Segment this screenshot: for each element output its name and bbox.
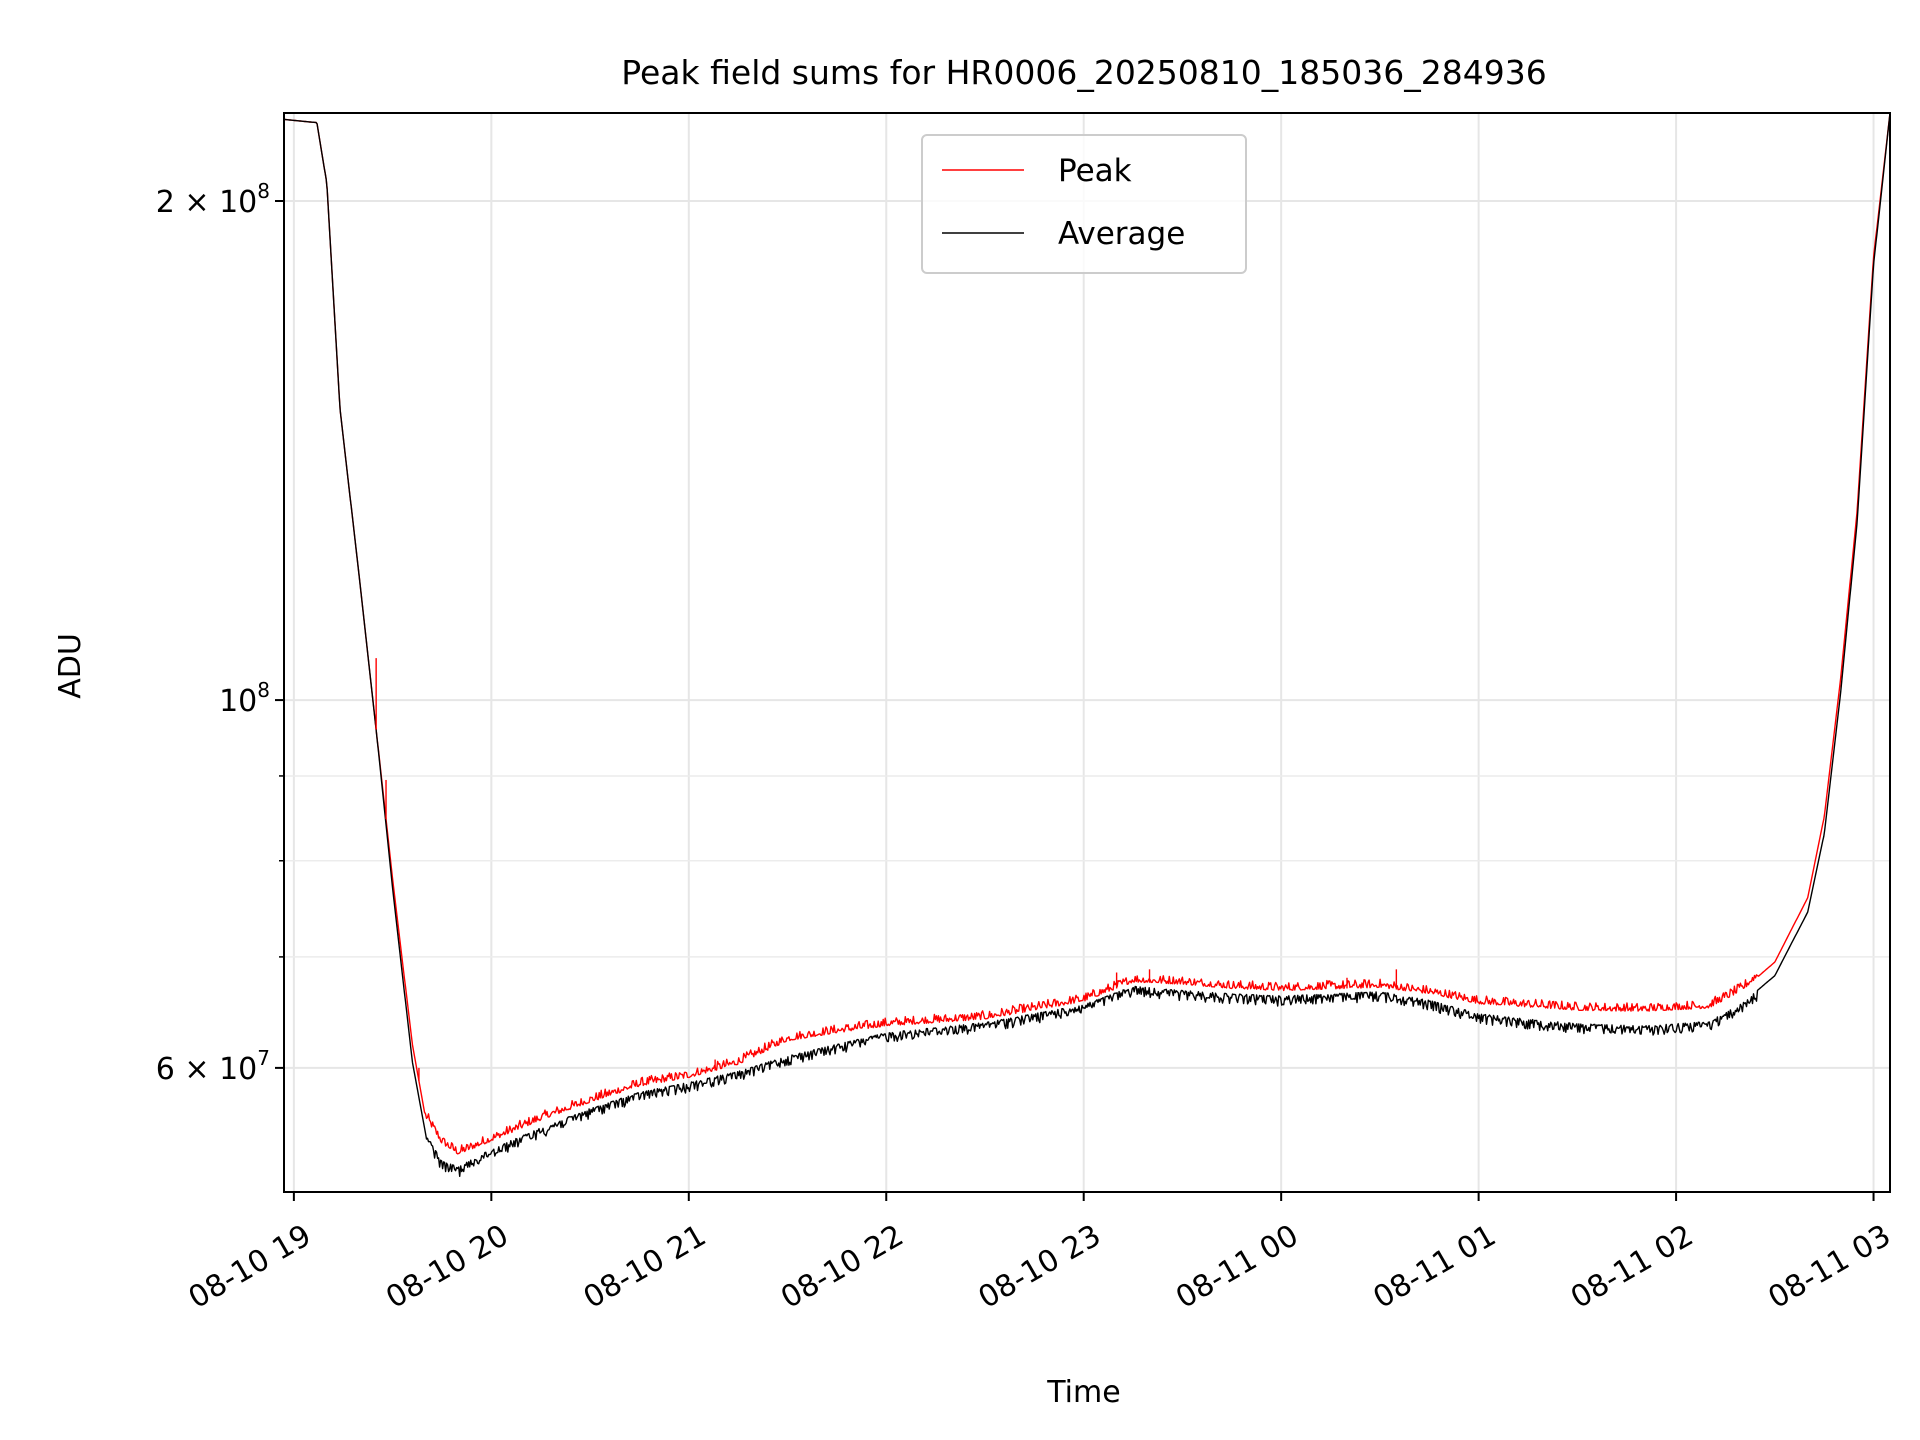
series-line-average xyxy=(283,112,1891,1177)
chart-title: Peak field sums for HR0006_20250810_1850… xyxy=(621,53,1546,92)
x-axis-label: Time xyxy=(1046,1375,1120,1410)
y-tick-label: 108 xyxy=(219,678,270,719)
plot-frame xyxy=(283,112,1891,1193)
y-axis-label: ADU xyxy=(53,633,88,699)
legend: Peak Average xyxy=(921,134,1247,274)
y-axis: 2 × 108 108 6 × 107 xyxy=(156,179,284,1087)
series-layer xyxy=(283,112,1891,1177)
series-line-peak xyxy=(283,112,1891,1155)
legend-label-peak: Peak xyxy=(1058,153,1132,189)
legend-label-average: Average xyxy=(1058,216,1185,252)
y-tick-label: 2 × 108 xyxy=(156,179,270,220)
y-tick-label: 6 × 107 xyxy=(156,1046,270,1087)
